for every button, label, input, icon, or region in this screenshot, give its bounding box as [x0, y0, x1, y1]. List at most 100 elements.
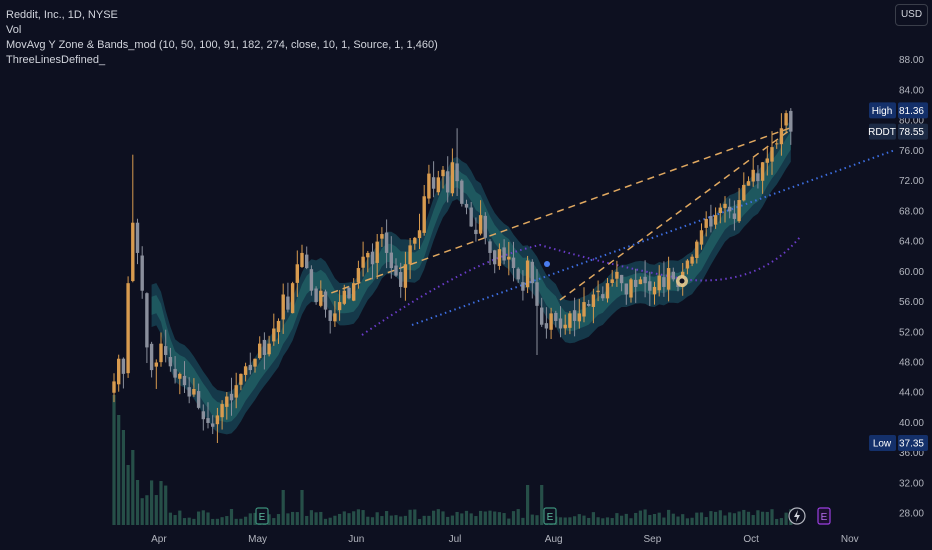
- candle-body[interactable]: [380, 234, 384, 239]
- candle-body[interactable]: [751, 169, 755, 182]
- candle-body[interactable]: [530, 261, 534, 284]
- candle-body[interactable]: [671, 271, 675, 280]
- candle-body[interactable]: [577, 313, 581, 322]
- candle-body[interactable]: [723, 203, 727, 209]
- candle-body[interactable]: [634, 279, 638, 287]
- candle-body[interactable]: [337, 302, 342, 311]
- candle-body[interactable]: [502, 247, 506, 261]
- candle-body[interactable]: [121, 358, 126, 374]
- candle-body[interactable]: [173, 368, 177, 378]
- candle-body[interactable]: [615, 271, 619, 279]
- candle-body[interactable]: [389, 252, 393, 269]
- candle-body[interactable]: [417, 230, 422, 239]
- candle-body[interactable]: [601, 294, 605, 299]
- candle-body[interactable]: [784, 113, 788, 126]
- earnings-marker[interactable]: E: [543, 507, 557, 525]
- candle-body[interactable]: [544, 323, 549, 329]
- candle-body[interactable]: [384, 232, 389, 253]
- candle-body[interactable]: [178, 373, 182, 379]
- candle-body[interactable]: [662, 277, 666, 287]
- candle-body[interactable]: [563, 324, 567, 329]
- candle-body[interactable]: [718, 207, 722, 214]
- candle-body[interactable]: [535, 282, 539, 306]
- candle-body[interactable]: [314, 288, 318, 303]
- candle-body[interactable]: [192, 388, 196, 395]
- crosshair-marker[interactable]: [544, 261, 550, 267]
- currency-button[interactable]: USD: [895, 4, 928, 26]
- candle-body[interactable]: [211, 423, 215, 427]
- candle-body[interactable]: [540, 307, 544, 325]
- candle-body[interactable]: [229, 393, 234, 401]
- candle-body[interactable]: [474, 229, 478, 235]
- earnings-marker[interactable]: E: [255, 507, 269, 525]
- candle-body[interactable]: [558, 318, 563, 329]
- candle-body[interactable]: [516, 268, 520, 280]
- candle-body[interactable]: [431, 177, 436, 189]
- candle-body[interactable]: [112, 381, 116, 393]
- candle-body[interactable]: [309, 269, 314, 291]
- candle-body[interactable]: [478, 215, 483, 234]
- candle-body[interactable]: [319, 290, 323, 306]
- candle-body[interactable]: [441, 169, 445, 177]
- candle-body[interactable]: [262, 339, 267, 355]
- candle-body[interactable]: [131, 222, 135, 282]
- candle-body[interactable]: [281, 294, 285, 320]
- candle-body[interactable]: [159, 343, 163, 363]
- candle-body[interactable]: [685, 260, 690, 269]
- candle-body[interactable]: [328, 310, 332, 321]
- candle-body[interactable]: [215, 415, 220, 425]
- signal-marker[interactable]: [676, 275, 688, 287]
- candle-body[interactable]: [709, 215, 713, 227]
- candle-body[interactable]: [253, 358, 257, 367]
- candle-body[interactable]: [234, 385, 238, 398]
- candle-body[interactable]: [742, 184, 746, 201]
- candle-body[interactable]: [126, 283, 130, 374]
- candle-body[interactable]: [408, 245, 412, 265]
- candle-body[interactable]: [610, 279, 614, 284]
- candle-body[interactable]: [624, 283, 628, 295]
- flash-icon[interactable]: [788, 507, 806, 525]
- candle-body[interactable]: [182, 375, 187, 386]
- candle-body[interactable]: [549, 313, 553, 330]
- candle-body[interactable]: [488, 241, 492, 253]
- candle-body[interactable]: [168, 356, 173, 367]
- candle-body[interactable]: [243, 366, 248, 375]
- candle-body[interactable]: [728, 206, 732, 212]
- candle-body[interactable]: [267, 343, 271, 355]
- candle-body[interactable]: [145, 293, 149, 348]
- candle-body[interactable]: [399, 272, 403, 287]
- candle-body[interactable]: [333, 313, 337, 322]
- candle-body[interactable]: [695, 241, 699, 259]
- dotted-channel-line[interactable]: [411, 149, 896, 326]
- candle-body[interactable]: [206, 418, 210, 423]
- candle-body[interactable]: [276, 320, 281, 333]
- candle-body[interactable]: [587, 303, 591, 306]
- candle-body[interactable]: [568, 313, 572, 328]
- candle-body[interactable]: [187, 387, 191, 397]
- candle-body[interactable]: [704, 218, 708, 228]
- candle-body[interactable]: [746, 181, 751, 186]
- candle-body[interactable]: [643, 276, 647, 284]
- candle-body[interactable]: [258, 343, 262, 359]
- candle-body[interactable]: [149, 343, 154, 371]
- candle-body[interactable]: [295, 264, 299, 283]
- candle-body[interactable]: [135, 222, 140, 253]
- candle-body[interactable]: [154, 362, 158, 367]
- candle-body[interactable]: [789, 110, 793, 132]
- candle-body[interactable]: [582, 302, 586, 317]
- candle-body[interactable]: [666, 268, 671, 290]
- candle-body[interactable]: [342, 290, 346, 304]
- candle-body[interactable]: [356, 268, 361, 283]
- candle-body[interactable]: [525, 260, 530, 288]
- candle-body[interactable]: [436, 177, 440, 193]
- candle-body[interactable]: [464, 203, 469, 208]
- candle-body[interactable]: [370, 251, 375, 265]
- candle-body[interactable]: [652, 286, 657, 295]
- candle-body[interactable]: [690, 256, 694, 264]
- candle-body[interactable]: [483, 215, 487, 238]
- candle-body[interactable]: [648, 281, 652, 291]
- candle-body[interactable]: [427, 173, 431, 199]
- candle-body[interactable]: [493, 250, 497, 265]
- candle-body[interactable]: [394, 265, 398, 276]
